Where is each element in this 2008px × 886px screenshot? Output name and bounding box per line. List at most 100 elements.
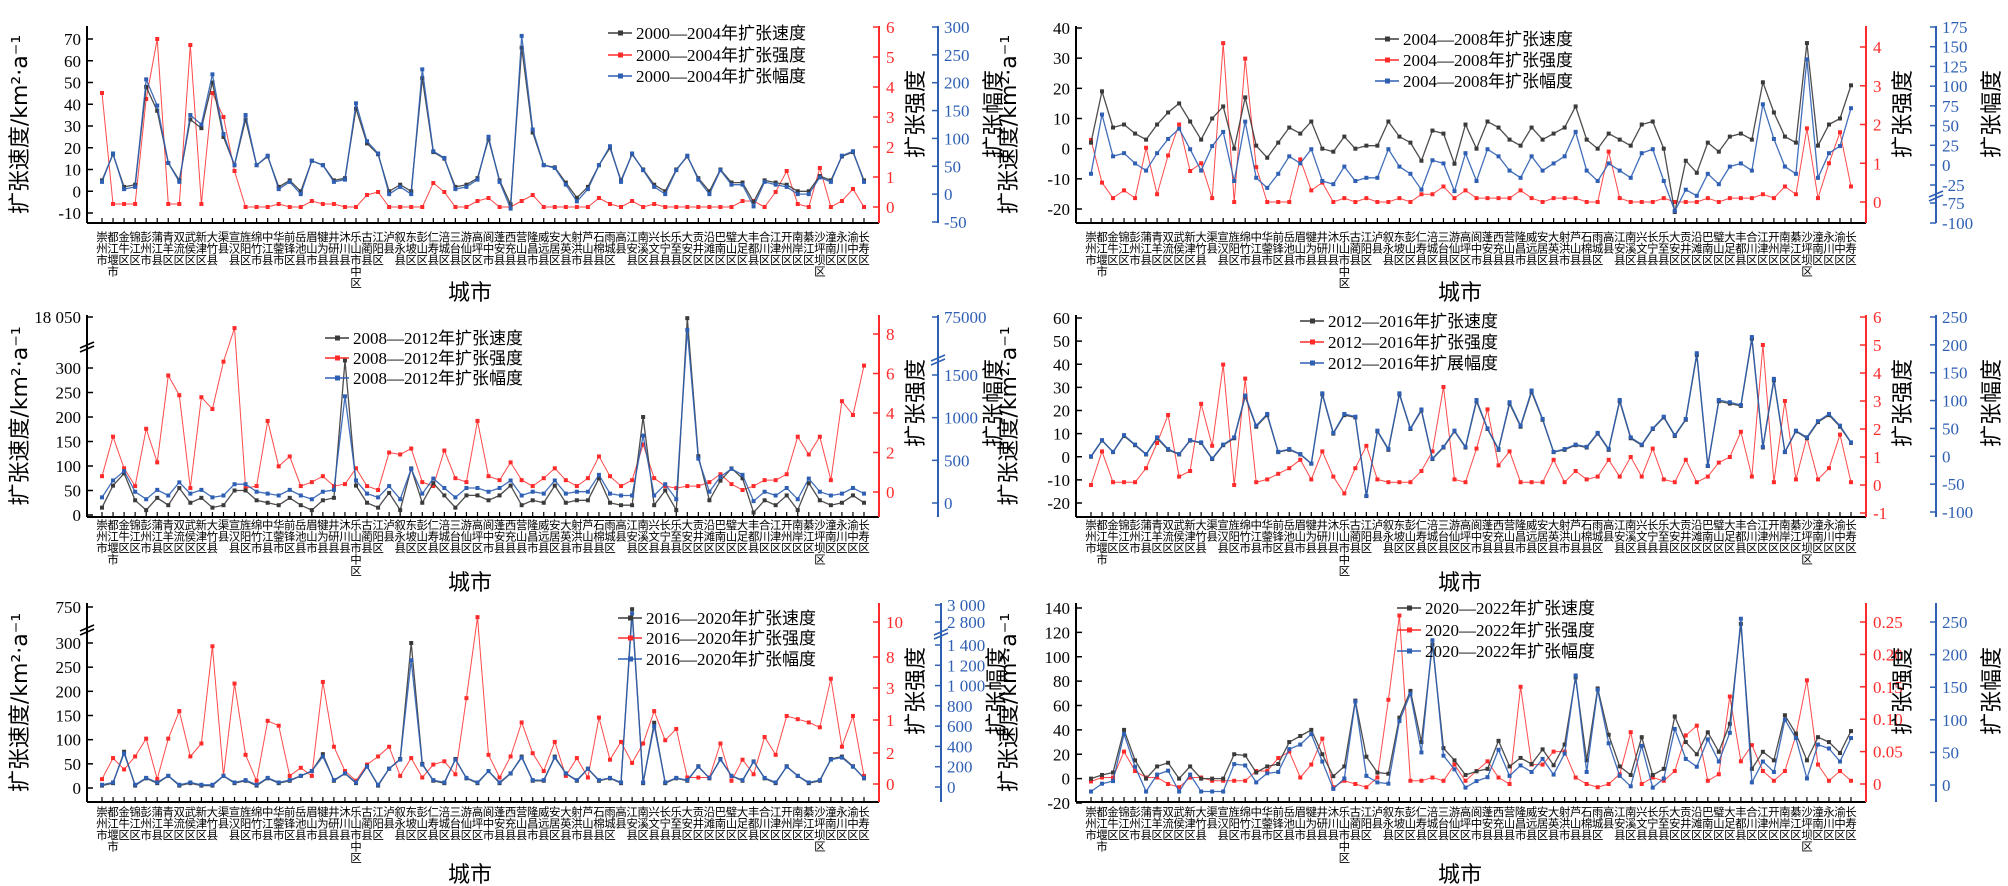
x-tick-label: 游仙区 — [1447, 519, 1461, 554]
speed-data-point — [320, 498, 325, 503]
amplitude-series-line — [101, 329, 865, 503]
speed-data-point — [1452, 758, 1457, 763]
x-tick-label: 西充县 — [504, 231, 518, 266]
x-tick-label: 阆中市 — [1470, 805, 1484, 841]
amplitude-data-point — [1782, 717, 1787, 722]
intensity-data-point — [431, 762, 436, 767]
amplitude-data-point — [762, 775, 767, 780]
x-tick-label: 南溪区 — [636, 805, 650, 840]
intensity-data-point — [1430, 775, 1435, 780]
intensity-data-point — [409, 205, 414, 209]
y3-axis-title: 扩张幅度 — [1980, 359, 2005, 447]
amplitude-data-point — [431, 476, 436, 481]
x-tick-label: 贡井区 — [691, 806, 705, 841]
y2-tick-label: 0 — [1873, 775, 1882, 794]
x-tick-label: 沐川县 — [338, 806, 352, 841]
y-tick-label: 18 050 — [34, 308, 81, 327]
x-tick-label: 江阳区 — [371, 806, 385, 841]
x-tick-label: 巴南区 — [1701, 231, 1715, 266]
speed-data-point — [1782, 713, 1787, 718]
y-tick-label: 250 — [56, 384, 82, 403]
x-tick-label: 芦山县 — [1569, 806, 1583, 841]
x-tick-label: 泸县 — [1370, 806, 1384, 830]
x-tick-label: 都江堰市 — [106, 231, 120, 278]
amplitude-data-point — [596, 472, 601, 477]
amplitude-data-point — [1276, 449, 1281, 454]
amplitude-data-point — [1485, 426, 1490, 431]
speed-data-point — [795, 508, 800, 513]
amplitude-data-point — [1452, 428, 1457, 433]
intensity-data-point — [574, 205, 579, 209]
amplitude-data-point — [541, 491, 546, 496]
y3-tick-label: -50 — [1942, 475, 1965, 494]
amplitude-data-point — [409, 192, 414, 197]
amplitude-data-point — [309, 497, 314, 502]
speed-data-point — [1463, 122, 1468, 127]
intensity-data-point — [442, 759, 447, 764]
amplitude-data-point — [1133, 764, 1138, 769]
amplitude-data-point — [663, 482, 668, 487]
intensity-data-point — [177, 202, 182, 206]
amplitude-data-point — [1518, 423, 1523, 428]
intensity-data-point — [1683, 457, 1688, 462]
amplitude-data-point — [784, 485, 789, 490]
x-tick-label: 新津区 — [194, 805, 208, 840]
amplitude-data-point — [608, 144, 612, 149]
intensity-data-point — [1122, 188, 1127, 193]
x-tick-label: 大英县 — [559, 230, 573, 266]
intensity-data-point — [1474, 196, 1479, 201]
intensity-data-point — [387, 205, 392, 209]
amplitude-data-point — [122, 187, 127, 192]
intensity-data-point — [817, 725, 822, 730]
x-tick-label: 沐川县 — [1326, 806, 1340, 841]
x-tick-label: 南溪区 — [636, 230, 650, 265]
amplitude-data-point — [1628, 435, 1633, 440]
amplitude-data-point — [1298, 452, 1303, 457]
intensity-data-point — [1287, 200, 1292, 204]
amplitude-data-point — [188, 491, 193, 496]
amplitude-data-point — [1771, 136, 1776, 141]
x-tick-label: 沿滩区 — [702, 806, 716, 841]
speed-data-point — [784, 182, 789, 187]
amplitude-data-point — [541, 778, 546, 783]
x-tick-label: 仁寿县 — [426, 519, 440, 554]
speed-data-point — [740, 476, 745, 481]
x-tick-label: 锦江区 — [128, 518, 142, 553]
y-axis-title: 扩张速度/km²·a⁻¹ — [8, 613, 33, 792]
x-tick-label: 旌阳区 — [1227, 805, 1241, 840]
x-tick-label: 涪城区 — [437, 230, 451, 265]
amplitude-data-point — [1155, 435, 1160, 440]
x-tick-label: 蓬安县 — [1481, 231, 1495, 266]
intensity-data-point — [1397, 196, 1402, 201]
amplitude-data-point — [387, 192, 392, 197]
y-tick-label: -20 — [1047, 494, 1070, 513]
x-tick-label: 绵竹市 — [1238, 230, 1252, 266]
amplitude-data-point — [1738, 161, 1743, 166]
amplitude-data-point — [1320, 179, 1325, 183]
intensity-data-point — [1353, 782, 1358, 786]
intensity-data-point — [497, 205, 502, 209]
intensity-data-point — [1551, 196, 1556, 201]
intensity-data-point — [1826, 778, 1831, 783]
amplitude-data-point — [398, 757, 403, 762]
y2-tick-label: 1 — [1873, 154, 1882, 173]
amplitude-data-point — [210, 782, 215, 787]
y-tick-label: 250 — [56, 658, 82, 677]
speed-data-point — [453, 505, 458, 510]
speed-data-point — [1826, 122, 1831, 127]
amplitude-data-point — [287, 179, 292, 184]
intensity-data-point — [1166, 413, 1171, 417]
intensity-data-point — [563, 773, 568, 778]
x-axis-title: 城市 — [448, 571, 492, 596]
intensity-data-point — [1210, 443, 1215, 448]
speed-data-point — [1540, 747, 1545, 752]
intensity-data-point — [839, 199, 844, 203]
amplitude-data-point — [585, 766, 590, 771]
intensity-data-point — [751, 484, 756, 489]
speed-data-point — [155, 108, 160, 113]
speed-data-point — [320, 752, 325, 757]
intensity-data-point — [1188, 775, 1193, 780]
intensity-data-point — [1430, 449, 1435, 454]
x-tick-label: 芦山县 — [581, 519, 595, 554]
speed-data-point — [1738, 131, 1743, 136]
